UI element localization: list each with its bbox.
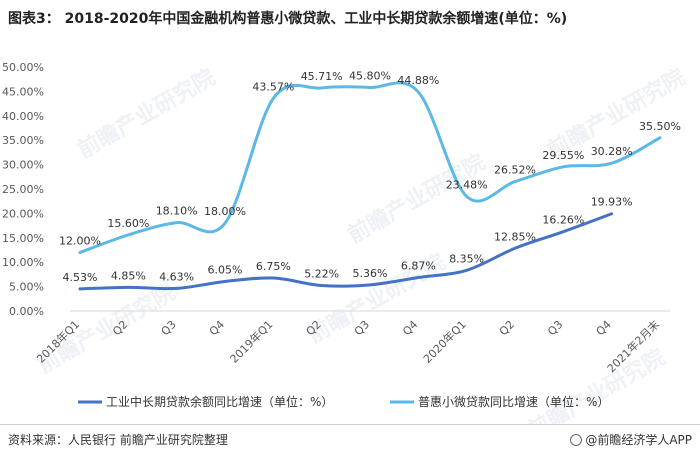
watermark-text: 前瞻产业研究院 bbox=[73, 64, 219, 164]
x-tick-label: Q4 bbox=[207, 318, 227, 338]
legend-label-2: 普惠小微贷款同比增速（单位：%） bbox=[418, 394, 609, 409]
data-label: 23.48% bbox=[446, 178, 488, 191]
series-line-1 bbox=[78, 212, 614, 291]
data-label: 18.00% bbox=[204, 205, 246, 218]
data-label: 29.55% bbox=[542, 149, 584, 162]
data-label: 45.80% bbox=[349, 69, 391, 82]
data-label: 18.10% bbox=[156, 205, 198, 218]
data-label: 5.36% bbox=[353, 267, 388, 280]
y-tick-label: 5.00% bbox=[9, 281, 44, 294]
data-label: 26.52% bbox=[494, 164, 536, 177]
data-label: 43.57% bbox=[252, 80, 294, 93]
source-note: 资料来源：人民银行 前瞻产业研究院整理 bbox=[8, 433, 228, 447]
watermark-text: 前瞻产业研究院 bbox=[523, 344, 669, 424]
data-label: 12.00% bbox=[59, 234, 101, 247]
series-line-2 bbox=[78, 81, 662, 254]
data-label: 6.87% bbox=[401, 259, 436, 272]
legend-label-1: 工业中长期贷款余额同比增速（单位：%） bbox=[106, 394, 333, 409]
data-label: 30.28% bbox=[591, 145, 633, 158]
data-label: 45.71% bbox=[301, 70, 343, 83]
y-tick-label: 25.00% bbox=[2, 183, 44, 196]
y-tick-label: 10.00% bbox=[2, 256, 44, 269]
y-tick-label: 35.00% bbox=[2, 134, 44, 147]
data-label: 12.85% bbox=[494, 230, 536, 243]
x-tick-label: 2020年Q1 bbox=[420, 317, 469, 366]
x-tick-label: Q3 bbox=[545, 318, 565, 338]
data-label: 8.35% bbox=[449, 252, 484, 265]
data-label: 6.75% bbox=[256, 260, 291, 273]
data-label: 5.22% bbox=[304, 268, 339, 281]
x-tick-label: 2019年Q1 bbox=[227, 317, 276, 366]
data-label: 15.60% bbox=[107, 217, 149, 230]
brand-label: @前瞻经济学人APP bbox=[570, 431, 692, 448]
y-tick-label: 40.00% bbox=[2, 110, 44, 123]
footer: 资料来源：人民银行 前瞻产业研究院整理 @前瞻经济学人APP bbox=[0, 424, 700, 457]
brand-logo-icon bbox=[570, 434, 583, 446]
x-tick-label: Q4 bbox=[594, 318, 614, 338]
data-label: 16.26% bbox=[542, 214, 584, 227]
y-tick-label: 30.00% bbox=[2, 159, 44, 172]
data-label: 4.53% bbox=[63, 271, 98, 284]
data-label: 4.85% bbox=[111, 269, 146, 282]
y-tick-label: 50.00% bbox=[2, 61, 44, 74]
y-tick-label: 15.00% bbox=[2, 232, 44, 245]
x-tick-label: Q2 bbox=[497, 318, 517, 338]
data-label: 19.93% bbox=[591, 196, 633, 209]
data-label: 4.63% bbox=[159, 270, 194, 283]
y-tick-label: 0.00% bbox=[9, 305, 44, 318]
data-label: 35.50% bbox=[639, 120, 681, 133]
brand-text: @前瞻经济学人APP bbox=[585, 433, 692, 447]
data-label: 44.88% bbox=[397, 74, 439, 87]
chart-title: 图表3： 2018-2020年中国金融机构普惠小微贷款、工业中长期贷款余额增速(… bbox=[8, 11, 568, 27]
x-tick-label: Q3 bbox=[159, 318, 179, 338]
y-tick-label: 20.00% bbox=[2, 207, 44, 220]
y-tick-label: 45.00% bbox=[2, 85, 44, 98]
x-tick-label: Q4 bbox=[400, 318, 420, 338]
data-label: 6.05% bbox=[208, 263, 243, 276]
